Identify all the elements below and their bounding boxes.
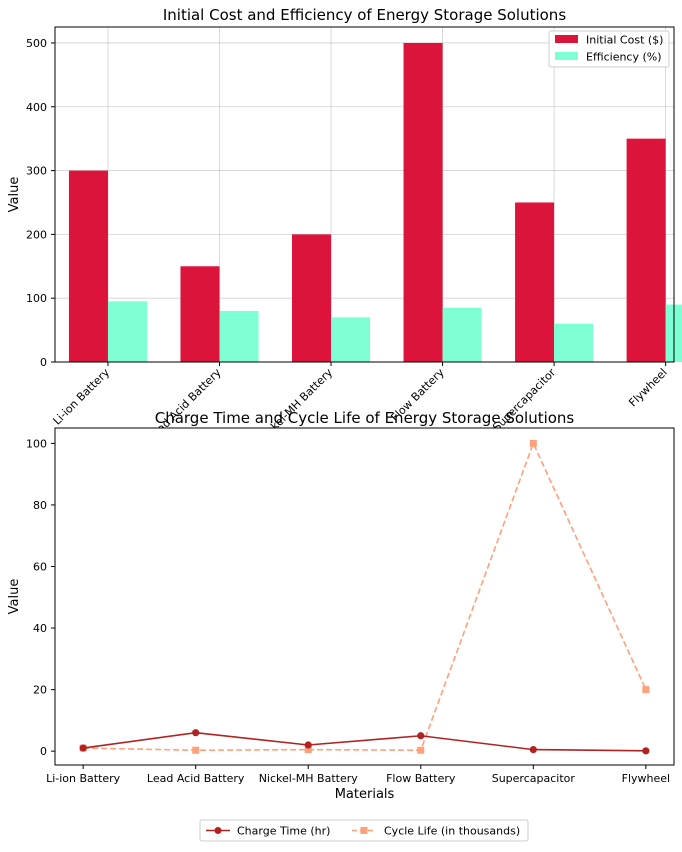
- plot-border: [54, 26, 675, 363]
- bar-efficiency-nickel-mh-battery: [331, 317, 371, 362]
- x-tick-label: Li-ion Battery: [46, 772, 121, 785]
- series-lines: [79, 439, 650, 755]
- y-tick-label: 0: [40, 356, 47, 369]
- bars: [68, 42, 682, 362]
- bar-initial-cost-lead-acid-battery: [180, 266, 220, 362]
- x-tick-label: Nickel-MH Battery: [259, 772, 359, 785]
- point-cycle-life-in-thousands-supercapacitor: [529, 439, 537, 447]
- plot-border: [54, 427, 675, 766]
- point-cycle-life-in-thousands-nickel-mh-battery: [304, 746, 312, 754]
- legend-swatch-efficiency: [555, 52, 578, 60]
- y-tick-label: 300: [26, 165, 47, 178]
- x-tick-label: Lead Acid Battery: [147, 772, 245, 785]
- x-axis-ticks: Li-ion Battery Lead Acid Battery Nickel-MH…: [46, 765, 670, 785]
- legend-swatch-initial-cost: [555, 35, 578, 43]
- plot-frame: [55, 428, 674, 765]
- y-tick-label: 500: [26, 37, 47, 50]
- y-tick-label: 200: [26, 228, 47, 241]
- legend-label-charge-time: Charge Time (hr): [237, 825, 330, 838]
- legend-label-cycle-life: Cycle Life (in thousands): [384, 825, 520, 838]
- legend-box: [548, 30, 670, 68]
- bar-efficiency-flow-battery: [442, 307, 482, 362]
- legend: Charge Time (hr) Cycle Life (in thousand…: [199, 819, 529, 842]
- bar-initial-cost-nickel-mh-battery: [292, 234, 332, 362]
- plot-frame: [55, 27, 674, 362]
- line-chart: 0 20 40 60 80 100 Li-ion Battery Lead Acid Bat…: [7, 409, 675, 842]
- y-tick-label: 80: [33, 499, 47, 512]
- legend-marker-cycle-life: [360, 827, 368, 834]
- point-charge-time-hr-lead-acid-battery: [192, 729, 200, 737]
- y-axis-ticks: 0 20 40 60 80 100: [26, 437, 55, 758]
- y-tick-label: 100: [26, 292, 47, 305]
- point-charge-time-hr-flow-battery: [417, 732, 425, 740]
- chart-title: Initial Cost and Efficiency of Energy St…: [163, 6, 566, 24]
- x-tick-label: Flywheel: [622, 772, 670, 785]
- line-cycle-life-in-thousands: [83, 441, 647, 752]
- y-axis-label: Value: [7, 177, 22, 213]
- bar-initial-cost-flow-battery: [403, 42, 443, 362]
- point-charge-time-hr-nickel-mh-battery: [304, 741, 312, 749]
- legend-label-efficiency: Efficiency (%): [586, 51, 662, 64]
- legend: Initial Cost ($) Efficiency (%): [548, 30, 670, 68]
- bar-initial-cost-supercapacitor: [515, 202, 555, 362]
- bar-efficiency-lead-acid-battery: [219, 310, 259, 362]
- y-tick-label: 40: [33, 622, 47, 635]
- x-tick-label: Flow Battery: [386, 772, 456, 785]
- line-charge-time-hr: [83, 731, 646, 752]
- chart-title: Charge Time and Cycle Life of Energy Sto…: [155, 409, 575, 427]
- legend-marker-charge-time: [214, 827, 222, 834]
- x-axis-label: Materials: [335, 787, 395, 802]
- point-cycle-life-in-thousands-flywheel: [642, 686, 650, 694]
- bar-efficiency-li-ion-battery: [107, 301, 148, 362]
- legend-label-initial-cost: Initial Cost ($): [586, 34, 663, 47]
- y-tick-label: 0: [40, 745, 47, 758]
- y-tick-label: 20: [33, 684, 47, 697]
- y-tick-label: 400: [26, 101, 47, 114]
- bar-initial-cost-flywheel: [626, 138, 666, 362]
- point-charge-time-hr-li-ion-battery: [79, 744, 87, 752]
- y-tick-label: 100: [26, 437, 47, 450]
- y-tick-label: 60: [33, 560, 47, 573]
- point-cycle-life-in-thousands-lead-acid-battery: [192, 746, 200, 754]
- point-cycle-life-in-thousands-flow-battery: [417, 746, 425, 754]
- bar-efficiency-supercapacitor: [554, 323, 594, 362]
- x-tick-label: Supercapacitor: [492, 772, 576, 785]
- point-charge-time-hr-flywheel: [642, 747, 650, 755]
- bar-initial-cost-li-ion-battery: [68, 170, 108, 362]
- y-axis-ticks: 0 100 200 300 400 500: [26, 37, 55, 369]
- point-charge-time-hr-supercapacitor: [529, 746, 537, 754]
- y-axis-label: Value: [7, 579, 22, 615]
